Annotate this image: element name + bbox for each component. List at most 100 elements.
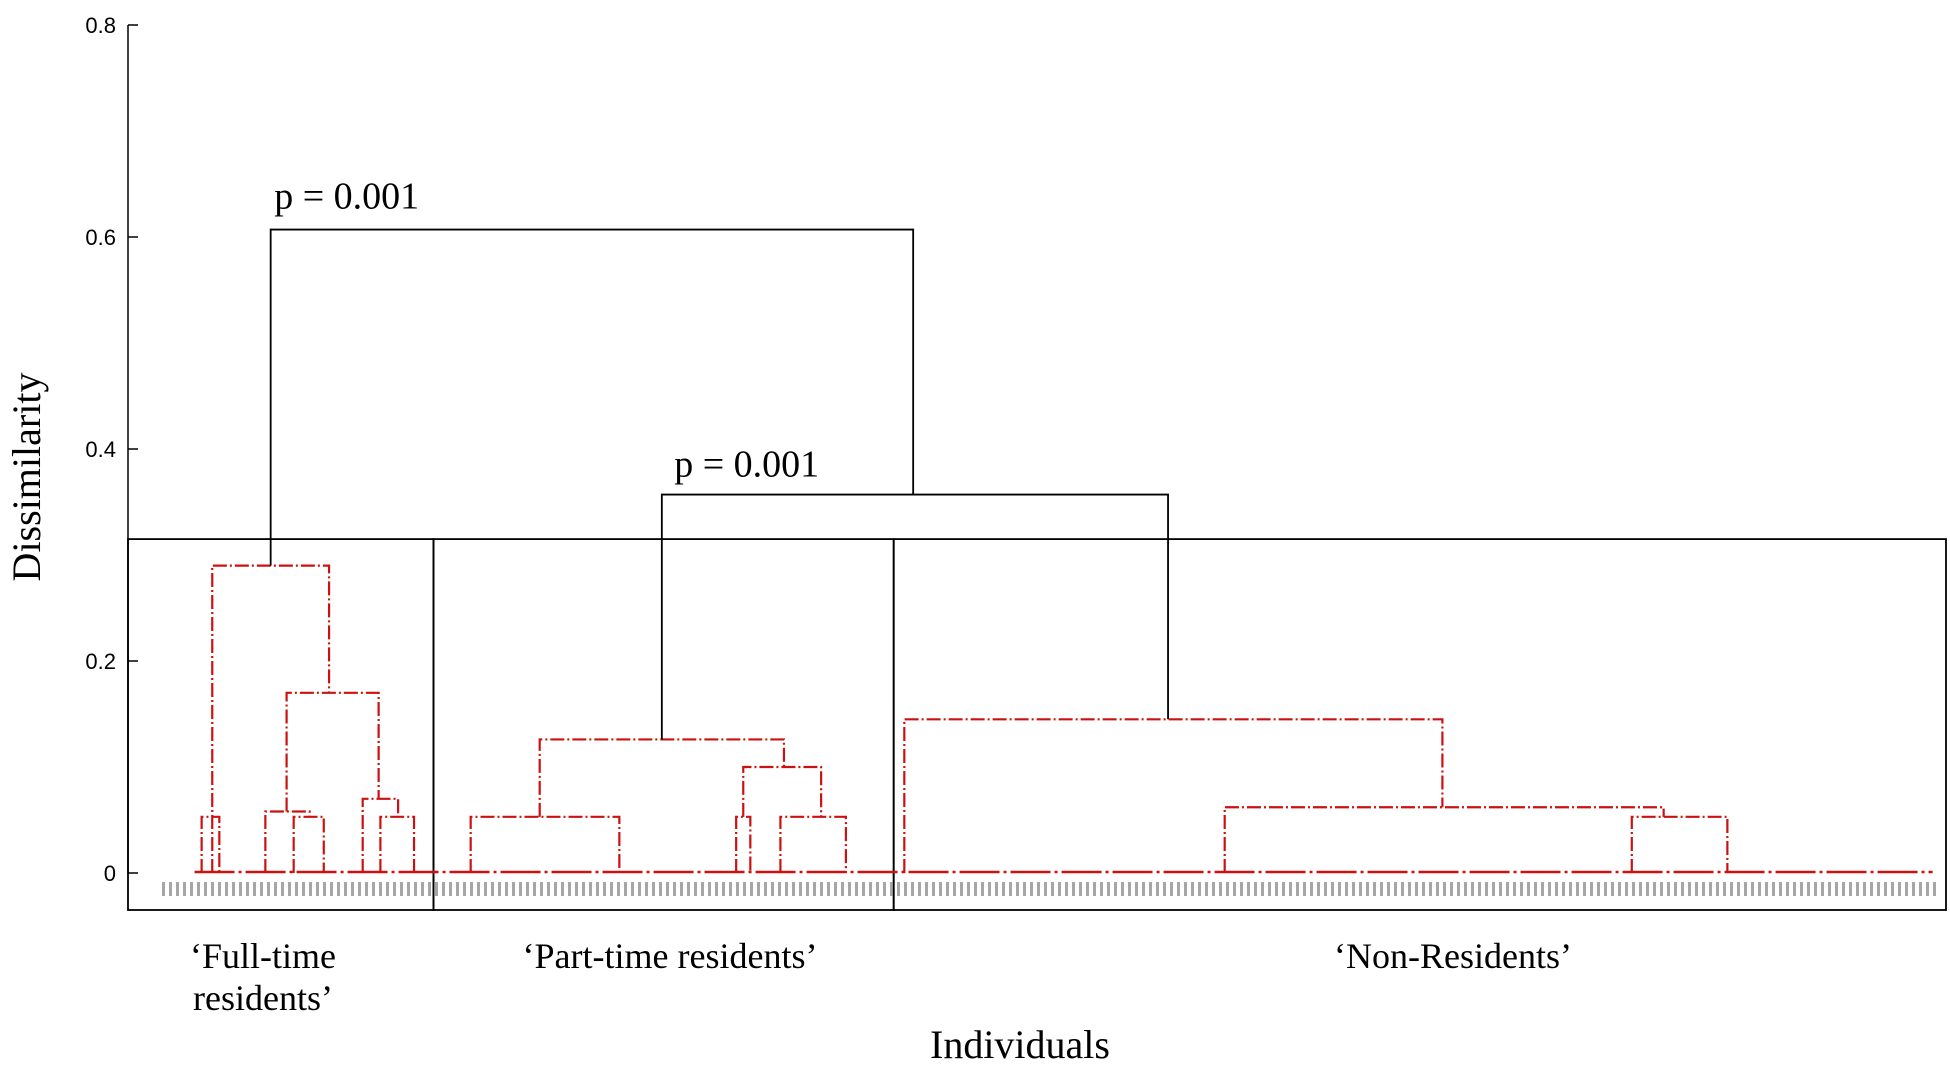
- leaf-label: [1702, 882, 1705, 896]
- leaf-label: [708, 882, 711, 896]
- leaf-label: [484, 882, 487, 896]
- top-link: [269, 228, 915, 566]
- leaf-label: [1212, 882, 1215, 896]
- leaf-label: [792, 882, 795, 896]
- leaf-label: [1093, 882, 1096, 896]
- leaf-label: [512, 882, 515, 896]
- leaf-label: [1079, 882, 1082, 896]
- leaf-label: [1345, 882, 1348, 896]
- leaf-label: [1107, 882, 1110, 896]
- leaf-label: [1135, 882, 1138, 896]
- leaf-label: [400, 882, 403, 896]
- leaf-label: [1688, 882, 1691, 896]
- leaf-label: [1891, 882, 1894, 896]
- leaf-label: [575, 882, 578, 896]
- leaf-label: [1016, 882, 1019, 896]
- leaf-label: [253, 882, 256, 896]
- leaf-label: [344, 882, 347, 896]
- leaf-label: [1737, 882, 1740, 896]
- leaf-label: [1814, 882, 1817, 896]
- cluster-link: [292, 815, 325, 873]
- leaf-label: [813, 882, 816, 896]
- leaf-label: [617, 882, 620, 896]
- leaf-label: [785, 882, 788, 896]
- leaf-label: [218, 882, 221, 896]
- leaf-label: [288, 882, 291, 896]
- y-tick-label: 0.6: [85, 225, 116, 250]
- leaf-label: [183, 882, 186, 896]
- leaf-label: [673, 882, 676, 896]
- leaf-label: [302, 882, 305, 896]
- leaf-label: [1191, 882, 1194, 896]
- leaf-label: [841, 882, 844, 896]
- leaf-label: [715, 882, 718, 896]
- leaf-label: [855, 882, 858, 896]
- leaf-label: [848, 882, 851, 896]
- leaf-label: [988, 882, 991, 896]
- leaf-label: [582, 882, 585, 896]
- leaf-label: [1177, 882, 1180, 896]
- leaf-label: [981, 882, 984, 896]
- leaf-label: [918, 882, 921, 896]
- leaf-label: [1408, 882, 1411, 896]
- leaf-label: [477, 882, 480, 896]
- leaf-label: [897, 882, 900, 896]
- leaf-label: [498, 882, 501, 896]
- leaf-label: [1590, 882, 1593, 896]
- leaf-label: [680, 882, 683, 896]
- leaf-label: [1268, 882, 1271, 896]
- leaf-label: [1632, 882, 1635, 896]
- leaf-label: [1513, 882, 1516, 896]
- cluster-link: [1223, 806, 1665, 873]
- leaf-label: [421, 882, 424, 896]
- leaf-label: [1583, 882, 1586, 896]
- leaf-label: [428, 882, 431, 896]
- leaf-label: [1457, 882, 1460, 896]
- leaf-label: [1849, 882, 1852, 896]
- cluster-link: [1630, 815, 1729, 873]
- cluster-link: [735, 815, 752, 873]
- leaf-label: [1884, 882, 1887, 896]
- leaf-label: [1821, 882, 1824, 896]
- leaf-label: [1303, 882, 1306, 896]
- leaf-label: [1569, 882, 1572, 896]
- leaf-label: [953, 882, 956, 896]
- leaf-label: [1282, 882, 1285, 896]
- leaf-label: [456, 882, 459, 896]
- leaf-label: [309, 882, 312, 896]
- leaf-label: [757, 882, 760, 896]
- cluster-link: [264, 810, 311, 873]
- leaf-label: [589, 882, 592, 896]
- leaf-label: [1933, 882, 1936, 896]
- group-label: ‘Part-time residents’: [523, 936, 818, 976]
- leaf-label: [1149, 882, 1152, 896]
- cluster-link: [469, 815, 621, 873]
- leaf-label: [659, 882, 662, 896]
- leaf-label: [1359, 882, 1362, 896]
- leaf-label: [561, 882, 564, 896]
- leaf-label: [771, 882, 774, 896]
- leaf-label: [820, 882, 823, 896]
- leaf-label: [869, 882, 872, 896]
- leaf-label: [1779, 882, 1782, 896]
- leaf-label: [1121, 882, 1124, 896]
- leaf-label: [1877, 882, 1880, 896]
- leaf-label: [778, 882, 781, 896]
- leaf-label: [1709, 882, 1712, 896]
- y-axis-title: Dissimilarity: [4, 373, 49, 582]
- leaf-label: [1009, 882, 1012, 896]
- leaf-label: [1527, 882, 1530, 896]
- leaf-label: [1275, 882, 1278, 896]
- leaf-label: [554, 882, 557, 896]
- leaf-label: [1072, 882, 1075, 896]
- group-label: ‘Non-Residents’: [1334, 936, 1572, 976]
- leaf-label: [1905, 882, 1908, 896]
- leaf-label: [1534, 882, 1537, 896]
- leaf-label: [1870, 882, 1873, 896]
- leaf-label: [1597, 882, 1600, 896]
- leaf-label: [1380, 882, 1383, 896]
- leaf-label: [750, 882, 753, 896]
- leaf-label: [687, 882, 690, 896]
- top-link: [660, 493, 1169, 740]
